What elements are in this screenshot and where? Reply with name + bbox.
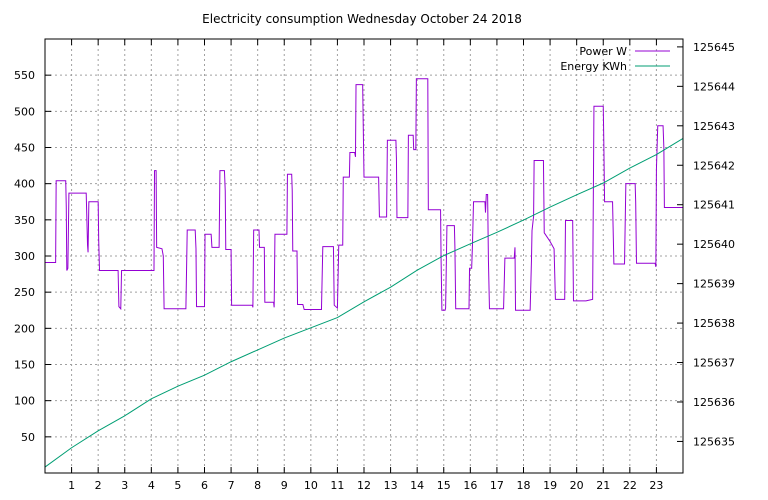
x-tick-label: 7 [228,479,235,492]
x-tick-label: 6 [201,479,208,492]
y2-tick-label: 125639 [693,278,735,291]
y2-tick-label: 125637 [693,357,735,370]
y2-tick-label: 125641 [693,199,735,212]
y2-tick-label: 125645 [693,41,735,54]
y-tick-label: 200 [14,322,35,335]
x-tick-label: 22 [623,479,637,492]
axes-layer: 1 2 3 4 5 6 7 8 9 10 11 12 13 14 15 16 17 18 19 20 21 22 23501… [14,38,735,492]
x-tick-label: 21 [596,479,610,492]
y2-tick-label: 125644 [693,80,735,93]
x-tick-label: 15 [437,479,451,492]
legend: Power W Energy KWh [560,45,670,73]
x-tick-label: 13 [384,479,398,492]
y-tick-label: 250 [14,286,35,299]
x-tick-label: 5 [174,479,181,492]
x-tick-label: 4 [148,479,155,492]
x-tick-label: 11 [330,479,344,492]
x-tick-label: 23 [649,479,663,492]
chart-title: Electricity consumption Wednesday Octobe… [202,12,522,26]
y2-tick-label: 125642 [693,159,735,172]
y2-tick-label: 125638 [693,317,735,330]
y2-tick-label: 125635 [693,435,735,448]
x-tick-label: 14 [410,479,424,492]
x-tick-label: 12 [357,479,371,492]
x-tick-label: 18 [517,479,531,492]
x-tick-label: 1 [68,479,75,492]
y-tick-label: 100 [14,395,35,408]
y-tick-label: 500 [14,105,35,118]
y-tick-label: 400 [14,178,35,191]
x-tick-label: 20 [570,479,584,492]
x-tick-label: 3 [121,479,128,492]
legend-label-power-w: Power W [579,45,627,58]
x-tick-label: 17 [490,479,504,492]
legend-label-energy-kwh: Energy KWh [560,60,627,73]
y-tick-label: 50 [21,431,35,444]
y-tick-label: 350 [14,214,35,227]
y-tick-label: 150 [14,359,35,372]
x-tick-label: 8 [254,479,261,492]
y-tick-label: 450 [14,142,35,155]
x-tick-label: 2 [95,479,102,492]
y2-tick-label: 125643 [693,120,735,133]
x-tick-label: 16 [463,479,477,492]
series-line-energy-kwh [44,138,684,468]
x-tick-label: 9 [281,479,288,492]
series-layer [44,78,684,468]
series-line-power-w [45,78,683,311]
x-tick-label: 10 [304,479,318,492]
y2-tick-label: 125636 [693,396,735,409]
y-tick-label: 550 [14,69,35,82]
x-tick-label: 19 [543,479,557,492]
y-tick-label: 300 [14,250,35,263]
y2-tick-label: 125640 [693,238,735,251]
